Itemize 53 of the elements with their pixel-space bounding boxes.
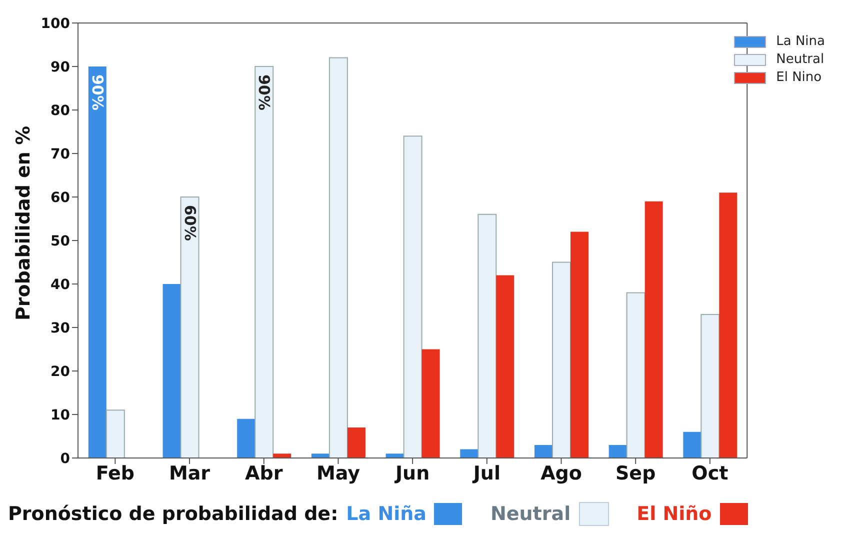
text: La Niña — [346, 503, 426, 525]
x-tick-label: May — [316, 462, 361, 484]
y-tick-label: 0 — [60, 450, 70, 467]
x-tick-label: Feb — [96, 462, 135, 484]
x-tick-label: Oct — [692, 462, 728, 484]
legend-label: El Nino — [776, 70, 822, 85]
y-tick-label: 100 — [40, 16, 70, 32]
bar — [180, 196, 200, 458]
bar — [403, 136, 422, 458]
bar — [683, 432, 702, 458]
bar — [608, 444, 627, 458]
data-label: 60% — [180, 205, 199, 241]
data-label: 90% — [88, 74, 106, 110]
data-label: 90% — [255, 74, 274, 110]
bar — [552, 262, 571, 458]
x-tick-label: Abr — [245, 462, 284, 484]
bar — [273, 454, 292, 458]
bar — [478, 214, 497, 458]
y-tick-label: 80 — [50, 102, 70, 119]
bar — [328, 57, 348, 458]
y-tick-label: 60 — [50, 190, 70, 206]
legend-label: La Nina — [776, 34, 825, 49]
bar — [626, 292, 646, 458]
text: Pronóstico de probabilidad de: — [8, 503, 338, 525]
x-tick-label: Mar — [168, 462, 211, 484]
x-tick-label: Sep — [616, 462, 656, 484]
y-tick-label: 50 — [50, 233, 70, 250]
bar — [719, 192, 738, 458]
bar — [700, 314, 720, 458]
y-tick-label: 70 — [50, 146, 70, 162]
bar — [422, 349, 440, 458]
y-tick-label: 20 — [50, 364, 70, 380]
bar — [237, 418, 256, 458]
y-axis-title: Probabilidad en % — [12, 126, 35, 320]
text: El Niño — [636, 503, 712, 525]
bar — [347, 428, 366, 458]
bar — [106, 410, 125, 458]
text: Neutral — [490, 503, 571, 525]
bar — [254, 66, 274, 458]
bar — [496, 275, 514, 458]
x-tick-label: Jun — [393, 462, 430, 484]
bar — [570, 232, 588, 458]
bar — [534, 444, 552, 458]
bar — [162, 284, 181, 458]
x-tick-label: Jul — [471, 462, 500, 484]
y-tick-label: 30 — [50, 320, 70, 336]
x-tick-label: Ago — [540, 462, 582, 484]
legend-label: Neutral — [776, 52, 824, 67]
y-tick-label: 40 — [50, 276, 70, 293]
bar — [88, 66, 106, 458]
y-tick-label: 10 — [50, 407, 70, 424]
y-tick-label: 90 — [50, 59, 70, 76]
bar — [644, 201, 663, 458]
